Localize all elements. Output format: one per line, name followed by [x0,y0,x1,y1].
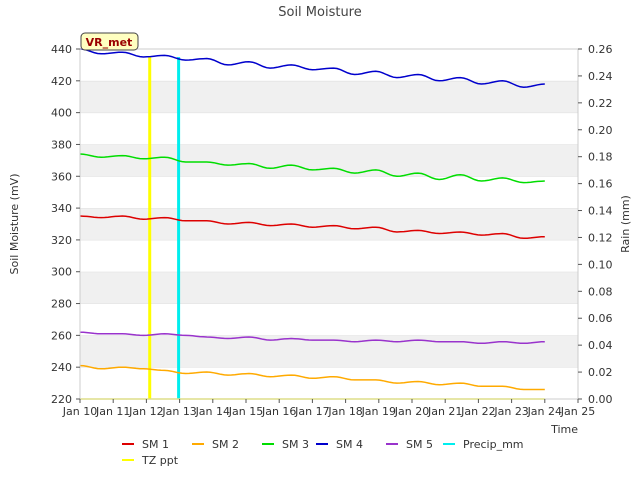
y-tick-label: 340 [51,202,72,215]
line-sm-3 [79,153,545,184]
y-tick-label: 440 [51,43,72,56]
plot-frame [79,48,579,400]
x-tick-label: Jan 14 [195,405,230,418]
plot-band [80,239,578,272]
line-sm-5 [79,331,545,345]
y2-tick-label: 0.16 [588,178,613,191]
x-tick-label: Jan 12 [128,405,163,418]
x-tick-label: Jan 10 [62,405,97,418]
plot-band [80,303,578,336]
x-tick-label: Jan 20 [394,405,429,418]
x-tick-label: Jan 18 [327,405,362,418]
x-tick-label: Jan 24 [527,405,562,418]
legend-label: SM 2 [212,438,239,451]
precip-bar-tz-ppt [148,57,152,399]
legend-label: SM 3 [282,438,309,451]
y-tick-label: 280 [51,298,72,311]
plot-band [80,271,578,304]
x-tick-label: Jan 25 [560,405,595,418]
y2-tick-label: 0.24 [588,70,613,83]
y2-tick-label: 0.18 [588,151,613,164]
y-tick-label: 400 [51,107,72,120]
y2-axis-label: Rain (mm) [619,195,632,253]
plot-band [80,80,578,113]
y2-tick-label: 0.20 [588,124,613,137]
x-tick-label: Jan 17 [294,405,329,418]
y-axis-label: Soil Moisture (mV) [8,174,21,275]
station-badge-label: VR_met [86,36,133,49]
y2-tick-label: 0.14 [588,205,613,218]
legend-label: TZ ppt [141,454,179,467]
legend-label: Precip_mm [463,438,524,451]
x-tick-label: Jan 19 [361,405,396,418]
x-tick-label: Jan 22 [460,405,495,418]
line-sm-1 [79,215,545,240]
y-tick-label: 320 [51,234,72,247]
chart-title: Soil Moisture [278,5,362,20]
y2-tick-label: 0.26 [588,43,613,56]
y-tick-label: 240 [51,361,72,374]
plot-band [80,112,578,145]
plot-band [80,367,578,399]
y2-tick-label: 0.08 [588,285,613,298]
x-tick-label: Jan 15 [228,405,263,418]
y2-tick-label: 0.04 [588,339,613,352]
y2-tick-label: 0.12 [588,231,613,244]
x-tick-label: Jan 13 [161,405,196,418]
y2-tick-label: 0.02 [588,366,613,379]
station-badge-box [80,32,139,51]
x-axis-label: Time [550,423,578,436]
y2-tick-label: 0.10 [588,258,613,271]
series-lines [79,48,545,391]
line-sm-2 [79,364,545,391]
axes: 220 240 260 280 300 320 340 360 380 400 420 440 0.00… [51,43,613,418]
y-tick-label: 380 [51,138,72,151]
y2-tick-label: 0.22 [588,97,613,110]
y2-tick-label: 0.06 [588,312,613,325]
legend-label: SM 5 [406,438,433,451]
station-badge: VR_met [80,32,139,51]
plot-band [80,144,578,177]
plot-band [80,49,578,81]
x-tick-label: Jan 21 [427,405,462,418]
legend-label: SM 1 [142,438,169,451]
line-sm-4 [79,48,545,88]
y-tick-label: 260 [51,329,72,342]
x-tick-label: Jan 23 [493,405,528,418]
y-tick-label: 360 [51,170,72,183]
legend: SM 1 SM 2 SM 3 SM 4 SM 5 Precip_mm TZ ppt [122,438,524,467]
plot-band [80,176,578,209]
x-tick-label: Jan 11 [95,405,130,418]
plot-band [80,208,578,240]
y-tick-label: 420 [51,75,72,88]
x-tick-label: Jan 16 [261,405,296,418]
y-tick-label: 220 [51,393,72,406]
plot-bands [80,48,578,399]
legend-label: SM 4 [336,438,363,451]
precip-bar-precip-mm [177,57,181,399]
y2-tick-label: 0.00 [588,393,613,406]
y-tick-label: 300 [51,266,72,279]
